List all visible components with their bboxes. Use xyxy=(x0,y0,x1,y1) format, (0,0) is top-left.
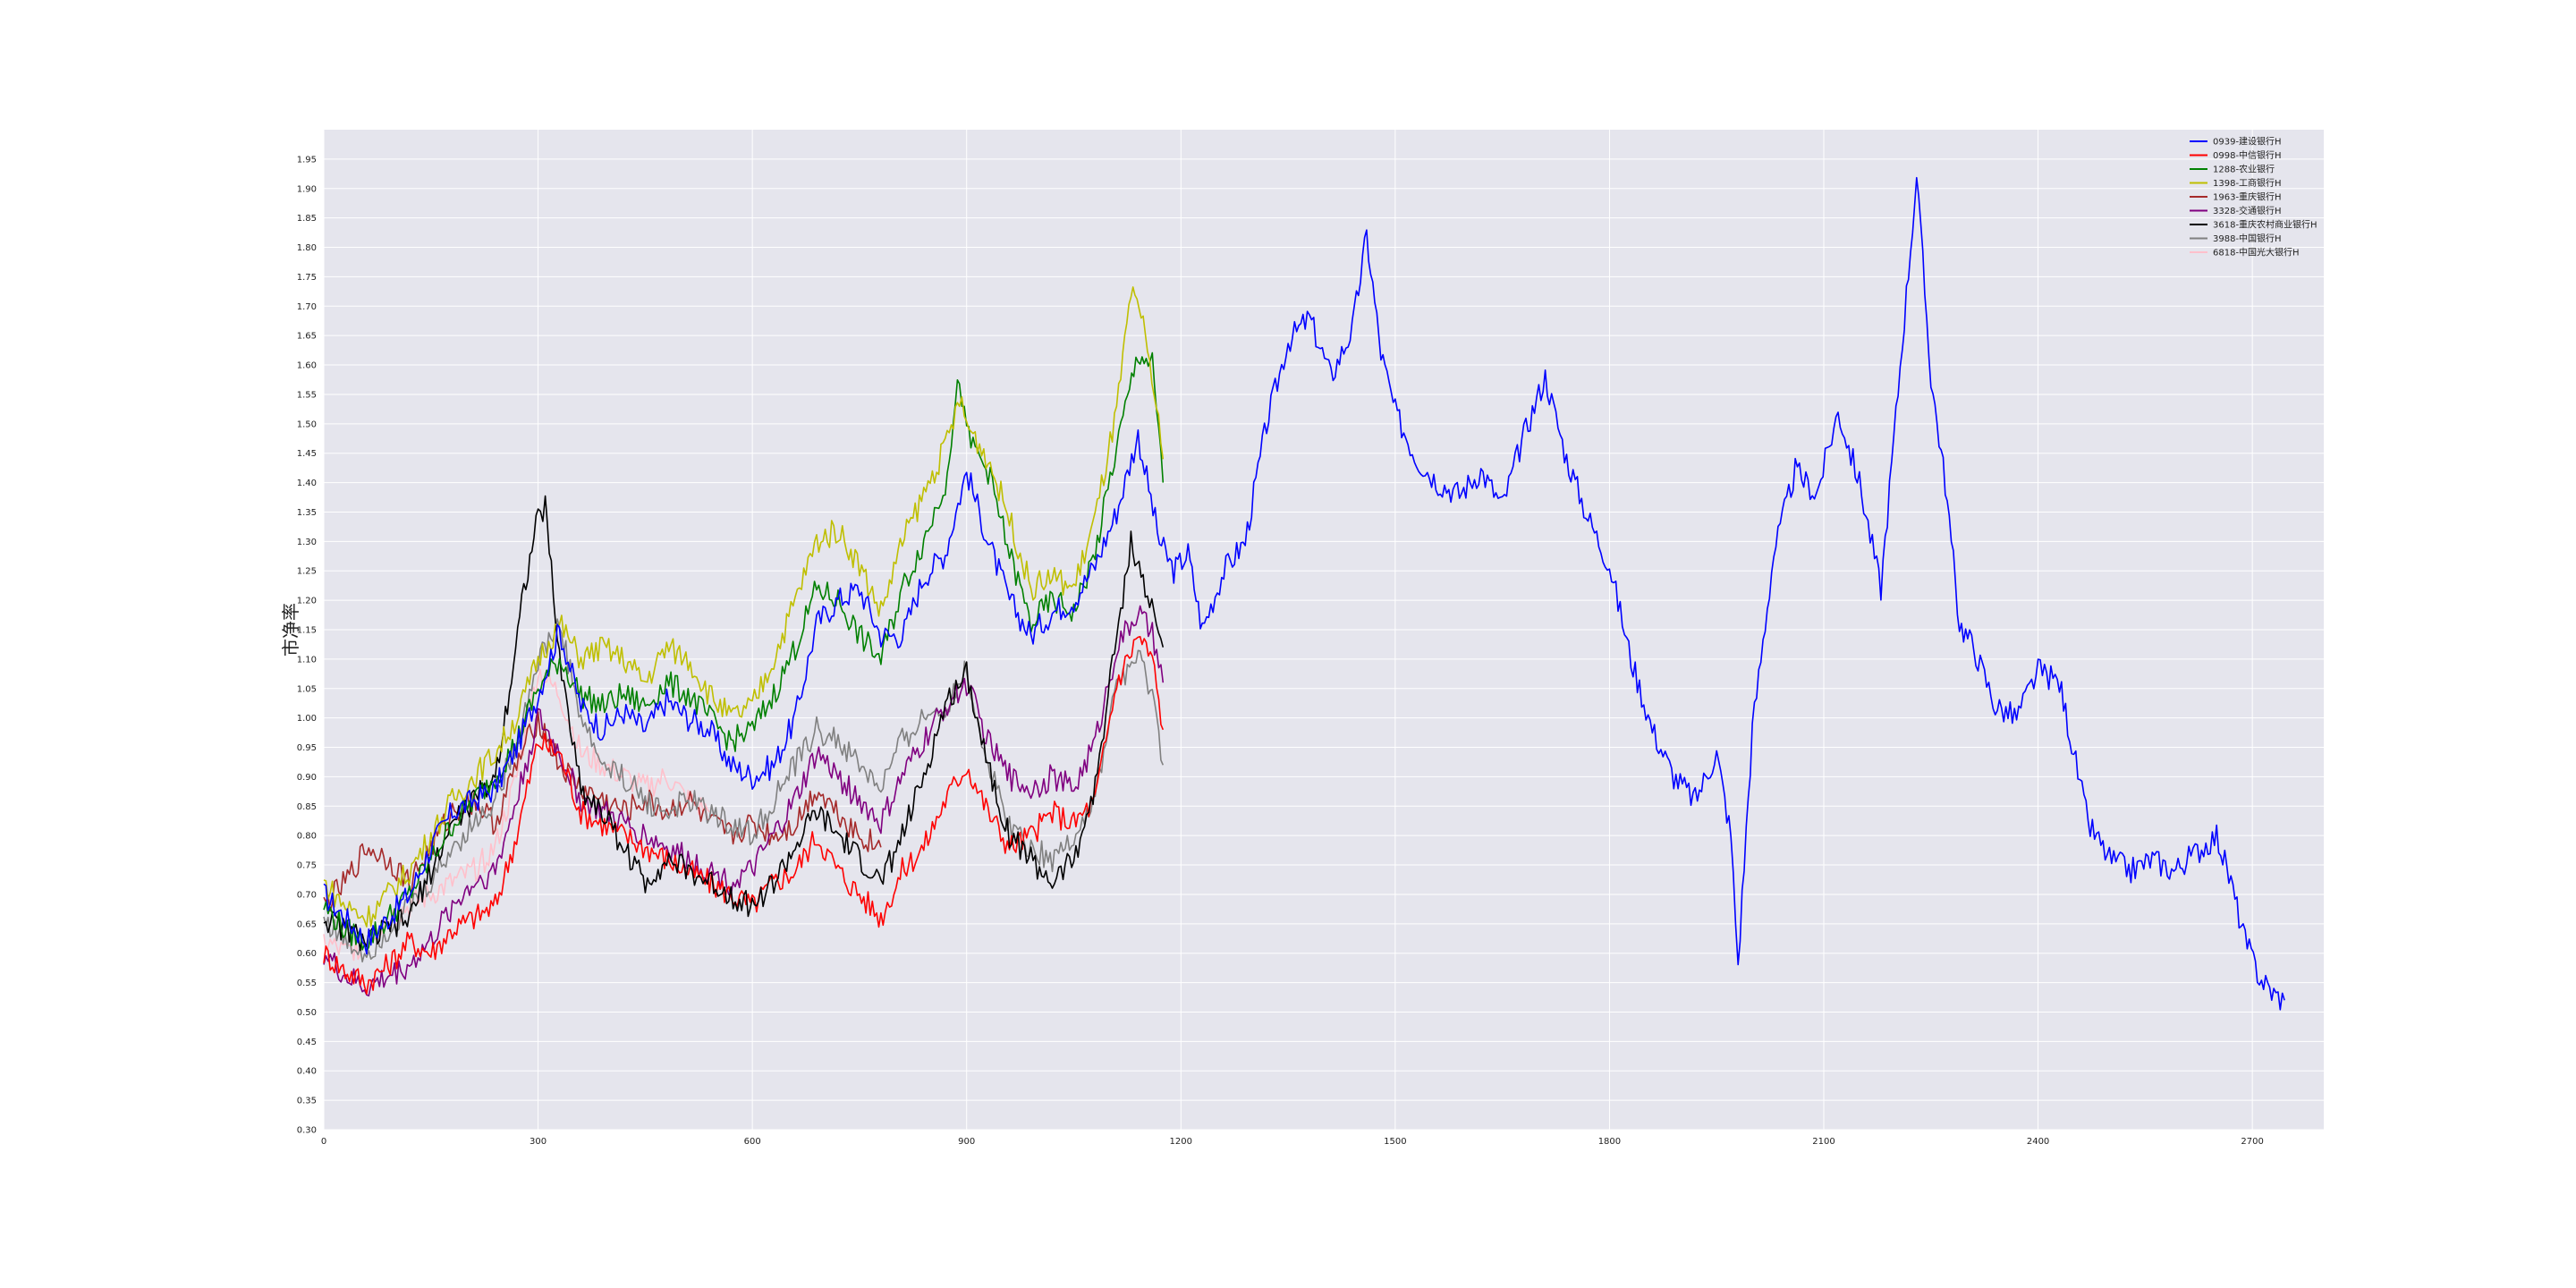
y-tick-label: 0.70 xyxy=(297,890,317,900)
y-tick-label: 0.40 xyxy=(297,1067,317,1077)
series-line xyxy=(323,176,2285,1011)
y-tick-label: 1.80 xyxy=(297,243,317,253)
x-tick-label: 600 xyxy=(744,1137,761,1147)
legend-label: 0998-中信银行H xyxy=(2213,149,2282,161)
y-tick-label: 1.35 xyxy=(297,508,317,518)
y-tick-label: 0.80 xyxy=(297,832,317,842)
y-tick-label: 0.60 xyxy=(297,949,317,959)
y-tick-label: 0.95 xyxy=(297,743,317,753)
y-tick-label: 1.30 xyxy=(297,538,317,547)
legend-label: 3618-重庆农村商业银行H xyxy=(2213,219,2318,231)
y-tick-label: 0.50 xyxy=(297,1008,317,1018)
y-tick-label: 0.35 xyxy=(297,1097,317,1106)
y-tick-label: 0.55 xyxy=(297,979,317,988)
y-tick-label: 1.45 xyxy=(297,449,317,459)
y-tick-label: 1.25 xyxy=(297,567,317,577)
y-tick-label: 1.05 xyxy=(297,684,317,694)
y-tick-label: 0.90 xyxy=(297,773,317,783)
y-tick-label: 1.50 xyxy=(297,419,317,429)
x-tick-label: 1500 xyxy=(1384,1137,1406,1147)
y-tick-label: 1.70 xyxy=(297,302,317,312)
x-tick-label: 300 xyxy=(530,1137,547,1147)
series-line xyxy=(323,352,1165,953)
y-axis-label: 市净率 xyxy=(280,603,301,657)
y-tick-label: 1.75 xyxy=(297,273,317,283)
y-tick-label: 0.65 xyxy=(297,919,317,929)
legend-label: 0939-建设银行H xyxy=(2213,136,2282,148)
y-tick-label: 1.20 xyxy=(297,597,317,606)
y-tick-label: 0.45 xyxy=(297,1038,317,1047)
series-line xyxy=(323,605,1165,997)
legend-label: 1398-工商银行H xyxy=(2213,177,2282,189)
x-tick-label: 2400 xyxy=(2027,1137,2049,1147)
y-tick-label: 1.55 xyxy=(297,390,317,400)
legend-label: 6818-中国光大银行H xyxy=(2213,247,2300,258)
y-tick-label: 1.90 xyxy=(297,184,317,194)
y-tick-label: 0.75 xyxy=(297,861,317,871)
x-tick-label: 0 xyxy=(321,1137,326,1147)
legend-label: 3988-中国银行H xyxy=(2213,233,2282,244)
y-tick-label: 1.15 xyxy=(297,626,317,636)
y-axis-ticks: 0.30 0.35 0.40 0.45 0.50 0.55 0.60 0.65 0.70 0.75… xyxy=(297,155,317,1135)
x-tick-label: 2700 xyxy=(2241,1137,2263,1147)
series-line xyxy=(323,711,882,912)
series-line xyxy=(323,286,1165,928)
series-lines xyxy=(323,176,2285,1011)
y-tick-label: 1.10 xyxy=(297,655,317,665)
y-tick-label: 1.40 xyxy=(297,479,317,488)
legend-label: 1963-重庆银行H xyxy=(2213,191,2282,203)
x-tick-label: 1800 xyxy=(1598,1137,1621,1147)
y-tick-label: 0.85 xyxy=(297,802,317,812)
y-tick-label: 1.65 xyxy=(297,332,317,342)
y-tick-label: 1.60 xyxy=(297,361,317,371)
y-tick-label: 1.85 xyxy=(297,214,317,224)
x-axis-ticks: 0 300 600 900 1200 1500 1800 2100 2400 2700 xyxy=(321,1137,2264,1147)
y-tick-label: 1.00 xyxy=(297,714,317,724)
x-tick-label: 2100 xyxy=(1812,1137,1835,1147)
x-tick-label: 1200 xyxy=(1170,1137,1192,1147)
y-tick-label: 0.30 xyxy=(297,1126,317,1136)
legend-label: 3328-交通银行H xyxy=(2213,205,2282,216)
y-tick-label: 1.95 xyxy=(297,155,317,165)
x-tick-label: 900 xyxy=(958,1137,975,1147)
legend-label: 1288-农业银行 xyxy=(2213,164,2275,175)
